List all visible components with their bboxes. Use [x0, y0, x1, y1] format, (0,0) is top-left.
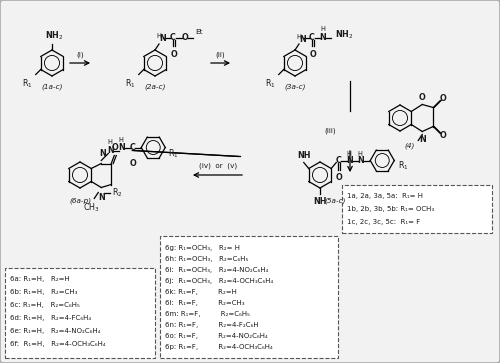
- Text: NH: NH: [313, 197, 327, 206]
- Text: 6j:  R₁=OCH₃,   R₂=4-OCH₃C₆H₄: 6j: R₁=OCH₃, R₂=4-OCH₃C₆H₄: [165, 278, 273, 284]
- FancyBboxPatch shape: [5, 268, 155, 358]
- Text: N: N: [99, 150, 105, 159]
- Text: 6l:  R₁=F,         R₂=CH₃: 6l: R₁=F, R₂=CH₃: [165, 300, 244, 306]
- Text: 1b, 2b, 3b, 5b: R₁= OCH₃: 1b, 2b, 3b, 5b: R₁= OCH₃: [347, 206, 434, 212]
- Text: H: H: [358, 151, 362, 158]
- Text: 6i:  R₁=OCH₃,   R₂=4-NO₂C₆H₄: 6i: R₁=OCH₃, R₂=4-NO₂C₆H₄: [165, 267, 268, 273]
- Text: 6o: R₁=F,         R₂=4-NO₂C₆H₄: 6o: R₁=F, R₂=4-NO₂C₆H₄: [165, 333, 268, 339]
- Text: H: H: [156, 33, 162, 39]
- Text: H: H: [320, 26, 326, 32]
- Text: 6b: R₁=H,   R₂=CH₃: 6b: R₁=H, R₂=CH₃: [10, 289, 78, 295]
- Text: O: O: [419, 93, 426, 102]
- Text: 6h: R₁=OCH₃,   R₂=C₆H₅: 6h: R₁=OCH₃, R₂=C₆H₅: [165, 256, 248, 262]
- Text: C: C: [336, 156, 341, 165]
- Text: H: H: [296, 34, 302, 40]
- Text: O: O: [310, 50, 316, 59]
- Text: (4): (4): [405, 143, 415, 149]
- Text: N: N: [98, 192, 104, 201]
- Text: O: O: [112, 143, 118, 152]
- Text: H: H: [347, 151, 352, 158]
- Text: H: H: [119, 136, 124, 143]
- FancyBboxPatch shape: [160, 236, 338, 358]
- Text: NH: NH: [297, 151, 310, 159]
- Text: NH$_2$: NH$_2$: [45, 29, 63, 42]
- Text: O: O: [170, 50, 177, 59]
- Text: N: N: [159, 34, 166, 43]
- Text: C: C: [170, 33, 176, 42]
- Text: C: C: [309, 33, 315, 42]
- Text: O: O: [440, 131, 446, 140]
- Text: C: C: [130, 143, 135, 152]
- Text: R$_1$: R$_1$: [22, 77, 32, 90]
- Text: (2a-c): (2a-c): [144, 84, 166, 90]
- Text: R$_1$: R$_1$: [125, 77, 136, 90]
- Text: 6p: R₁=F,         R₂=4-OCH₃C₆H₄: 6p: R₁=F, R₂=4-OCH₃C₆H₄: [165, 344, 273, 350]
- Text: N: N: [107, 146, 114, 155]
- Text: (3a-c): (3a-c): [284, 84, 306, 90]
- Text: 6k: R₁=F,         R₂=H: 6k: R₁=F, R₂=H: [165, 289, 237, 295]
- Text: (iv)  or  (v): (iv) or (v): [199, 163, 237, 169]
- Text: R$_1$: R$_1$: [398, 159, 409, 172]
- Text: 6g: R₁=OCH₃,   R₂= H: 6g: R₁=OCH₃, R₂= H: [165, 245, 240, 251]
- Text: (5a-c): (5a-c): [324, 198, 346, 204]
- Text: (i): (i): [76, 52, 84, 58]
- Text: (1a-c): (1a-c): [41, 84, 63, 90]
- Text: N: N: [346, 156, 352, 165]
- Text: 6a: R₁=H,   R₂=H: 6a: R₁=H, R₂=H: [10, 276, 70, 282]
- Text: 6d: R₁=H,   R₂=4-FC₆H₄: 6d: R₁=H, R₂=4-FC₆H₄: [10, 315, 91, 321]
- FancyBboxPatch shape: [342, 185, 492, 233]
- Text: NH$_2$: NH$_2$: [335, 29, 353, 41]
- Text: O: O: [440, 94, 446, 103]
- Text: H: H: [108, 139, 112, 144]
- Text: N: N: [299, 35, 306, 44]
- Text: 1c, 2c, 3c, 5c:  R₁= F: 1c, 2c, 3c, 5c: R₁= F: [347, 219, 420, 225]
- Text: R$_1$: R$_1$: [265, 77, 276, 90]
- Text: 1a, 2a, 3a, 5a:  R₁= H: 1a, 2a, 3a, 5a: R₁= H: [347, 193, 423, 199]
- Text: R$_1$: R$_1$: [168, 147, 179, 160]
- Text: (iii): (iii): [324, 128, 336, 134]
- Text: 6e: R₁=H,   R₂=4-NO₂C₆H₄: 6e: R₁=H, R₂=4-NO₂C₆H₄: [10, 328, 101, 334]
- Text: O: O: [336, 172, 342, 182]
- Text: (ii): (ii): [215, 52, 225, 58]
- Text: N: N: [419, 135, 426, 143]
- Text: N: N: [320, 33, 326, 42]
- Text: (6a-p): (6a-p): [69, 198, 91, 204]
- Text: 6m: R₁=F,         R₂=C₆H₅: 6m: R₁=F, R₂=C₆H₅: [165, 311, 250, 317]
- Text: O: O: [130, 159, 136, 168]
- Text: 6n: R₁=F,         R₂=4-F₂C₆H: 6n: R₁=F, R₂=4-F₂C₆H: [165, 322, 258, 328]
- Text: O: O: [182, 33, 188, 42]
- Text: CH$_3$: CH$_3$: [83, 201, 100, 214]
- Text: R$_2$: R$_2$: [112, 186, 123, 199]
- Text: 6c: R₁=H,   R₂=C₆H₅: 6c: R₁=H, R₂=C₆H₅: [10, 302, 80, 308]
- Text: Et: Et: [195, 29, 202, 35]
- Text: N: N: [357, 156, 364, 165]
- Text: N: N: [118, 143, 124, 152]
- Text: 6f:  R₁=H,   R₂=4-OCH₃C₆H₄: 6f: R₁=H, R₂=4-OCH₃C₆H₄: [10, 341, 106, 347]
